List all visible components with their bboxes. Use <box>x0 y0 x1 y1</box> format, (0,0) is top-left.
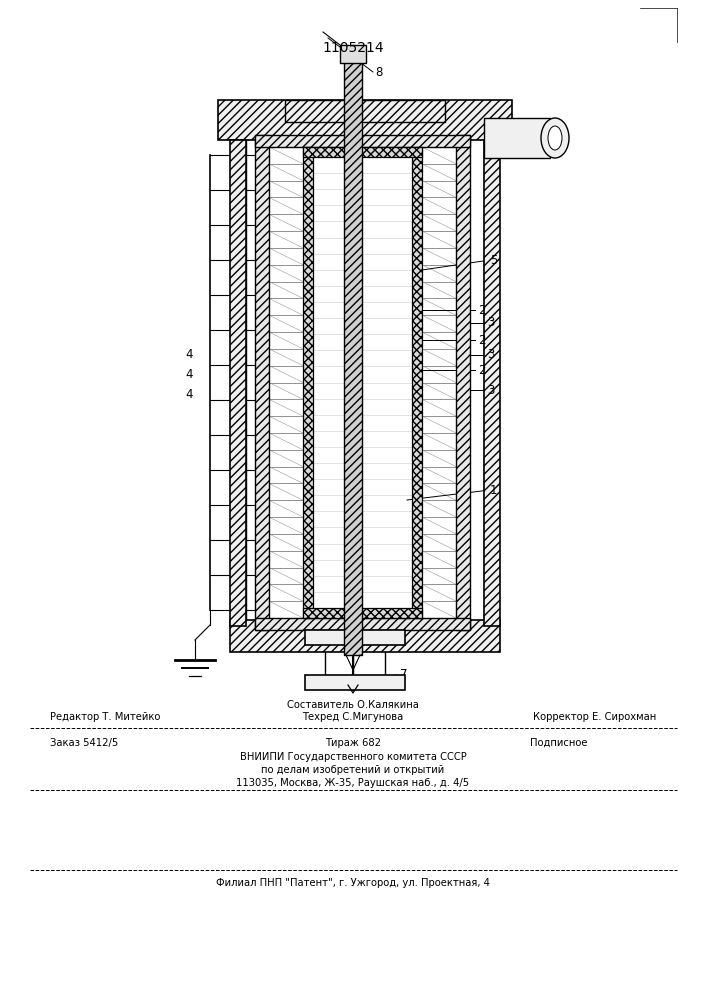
Bar <box>285 100 445 122</box>
Text: Техред С.Мигунова: Техред С.Мигунова <box>303 712 404 722</box>
Ellipse shape <box>541 118 569 158</box>
Text: по делам изобретений и открытий: по делам изобретений и открытий <box>262 765 445 775</box>
Text: 4: 4 <box>185 368 193 381</box>
Bar <box>303 147 313 618</box>
Bar <box>340 45 366 63</box>
Bar <box>230 620 500 652</box>
Text: Тираж 682: Тираж 682 <box>325 738 381 748</box>
Bar <box>484 140 500 626</box>
Text: 1105214: 1105214 <box>322 41 384 55</box>
Bar <box>255 135 470 147</box>
Text: Филиал ПНП "Патент", г. Ужгород, ул. Проектная, 4: Филиал ПНП "Патент", г. Ужгород, ул. Про… <box>216 878 490 888</box>
Text: 8: 8 <box>375 66 382 79</box>
Bar <box>484 118 550 158</box>
Bar <box>255 135 269 630</box>
Text: 2: 2 <box>478 304 486 316</box>
Text: Редактор Т. Митейко: Редактор Т. Митейко <box>50 712 160 722</box>
Text: ВНИИПИ Государственного комитета СССР: ВНИИПИ Государственного комитета СССР <box>240 752 467 762</box>
Text: 3: 3 <box>487 383 494 396</box>
Text: Подписное: Подписное <box>530 738 588 748</box>
Bar <box>230 140 246 626</box>
Text: 7: 7 <box>400 668 407 682</box>
Text: 3: 3 <box>487 316 494 330</box>
Text: 5: 5 <box>490 253 498 266</box>
Bar <box>303 147 422 157</box>
Bar <box>305 630 405 645</box>
Text: Корректор Е. Сирохман: Корректор Е. Сирохман <box>533 712 656 722</box>
Bar <box>305 675 405 690</box>
Text: Составитель О.Калякина: Составитель О.Калякина <box>287 700 419 710</box>
Text: 4: 4 <box>185 349 193 361</box>
Text: 2: 2 <box>478 363 486 376</box>
Text: 113035, Москва, Ж-35, Раушская наб., д. 4/5: 113035, Москва, Ж-35, Раушская наб., д. … <box>236 778 469 788</box>
Bar <box>456 135 470 630</box>
Bar <box>303 608 422 618</box>
Text: 3: 3 <box>487 349 494 361</box>
Bar <box>344 60 362 655</box>
Text: 4: 4 <box>185 388 193 401</box>
Text: 2: 2 <box>478 334 486 347</box>
Bar <box>412 147 422 618</box>
Text: Заказ 5412/5: Заказ 5412/5 <box>50 738 118 748</box>
Bar <box>218 100 512 140</box>
Text: 1: 1 <box>490 484 498 496</box>
Ellipse shape <box>548 126 562 150</box>
Bar <box>255 618 470 630</box>
Text: 6: 6 <box>556 128 563 141</box>
